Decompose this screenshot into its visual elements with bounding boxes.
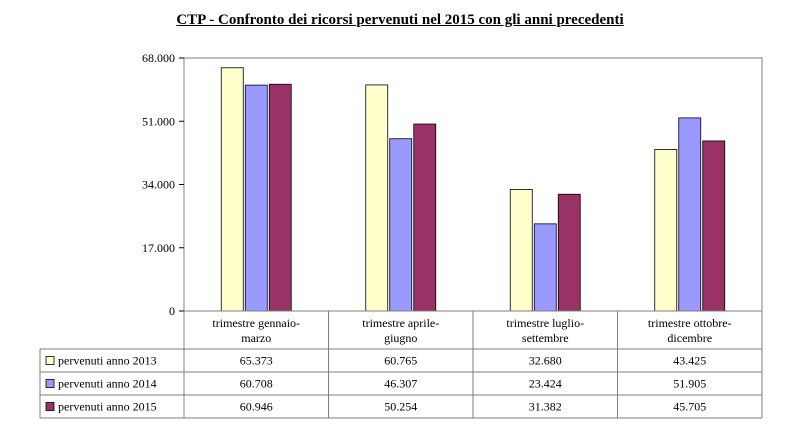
y-tick-label: 17.000 <box>142 241 175 255</box>
y-tick-label: 68.000 <box>142 51 175 65</box>
data-value: 60.765 <box>384 354 417 368</box>
bar <box>509 189 533 312</box>
bar <box>654 149 678 312</box>
bar <box>702 140 726 312</box>
series-name: pervenuti anno 2015 <box>58 400 157 414</box>
category-label: dicembre <box>667 331 712 345</box>
category-label: marzo <box>241 331 271 345</box>
bar <box>413 123 437 312</box>
legend-key <box>45 402 55 411</box>
bar <box>533 223 557 312</box>
y-tick-label: 34.000 <box>142 178 175 192</box>
data-value: 50.254 <box>384 400 417 414</box>
series-name: pervenuti anno 2013 <box>58 354 157 368</box>
bar <box>244 84 268 312</box>
data-value: 31.382 <box>529 400 562 414</box>
category-label: trimestre gennaio- <box>212 316 300 330</box>
data-value: 43.425 <box>673 354 706 368</box>
data-table: trimestre gennaio-marzo trimestre aprile-… <box>39 310 763 419</box>
bar <box>268 83 292 312</box>
axes: 0 17.000 34.000 51.000 68.000 <box>142 51 763 318</box>
data-value: 60.708 <box>240 377 273 391</box>
y-tick-label: 51.000 <box>142 114 175 128</box>
bar <box>365 84 389 312</box>
data-value: 23.424 <box>529 377 562 391</box>
category-label: trimestre aprile- <box>362 316 439 330</box>
series-name: pervenuti anno 2014 <box>58 377 157 391</box>
data-value: 65.373 <box>240 354 273 368</box>
category-label: trimestre luglio- <box>506 316 584 330</box>
category-label: settembre <box>522 331 569 345</box>
chart-title: CTP - Confronto dei ricorsi pervenuti ne… <box>176 12 624 28</box>
data-value: 46.307 <box>384 377 417 391</box>
y-tick-label: 0 <box>169 304 175 318</box>
bar <box>220 67 244 312</box>
bar <box>678 117 702 312</box>
data-value: 51.905 <box>673 377 706 391</box>
data-value: 32.680 <box>529 354 562 368</box>
bar <box>557 193 581 312</box>
bars <box>220 67 726 312</box>
category-label: trimestre ottobre- <box>648 316 732 330</box>
legend-key <box>45 379 55 388</box>
data-value: 60.946 <box>240 400 273 414</box>
legend-key <box>45 356 55 365</box>
data-value: 45.705 <box>673 400 706 414</box>
bar <box>389 138 413 312</box>
category-label: giugno <box>384 331 417 345</box>
